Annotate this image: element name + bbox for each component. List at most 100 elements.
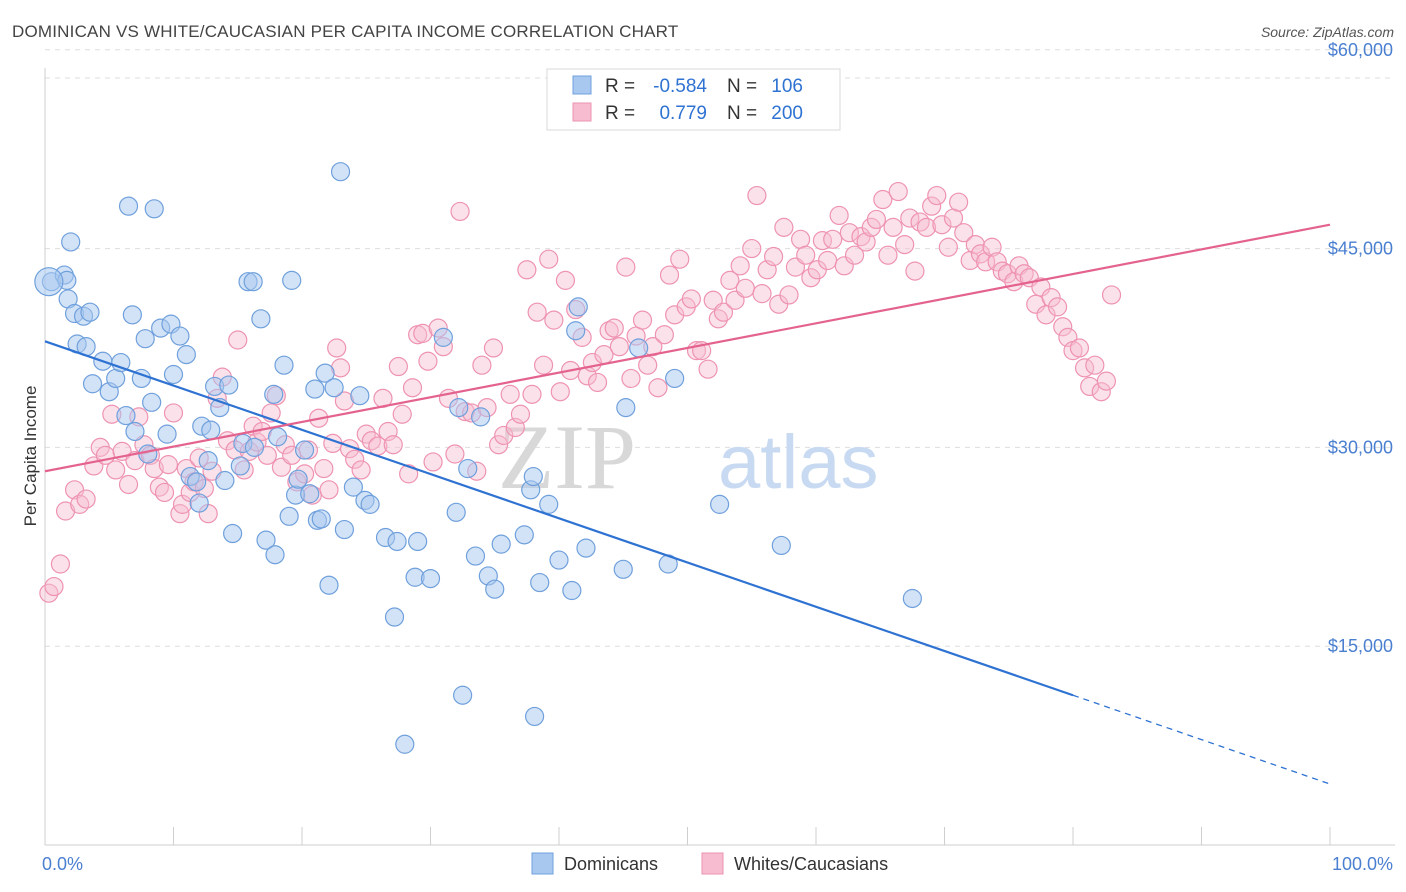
ticks-layer: $15,000 $30,000 $45,000 $60,000 0.0% 100.0%: [42, 40, 1393, 874]
data-point-dominicans: [902, 588, 922, 609]
data-point-whites: [76, 489, 96, 509]
data-point-whites: [494, 425, 514, 446]
data-point-whites: [154, 482, 175, 503]
data-point-whites: [527, 302, 547, 322]
data-point-dominicans: [613, 559, 633, 579]
data-point-dominicans: [219, 375, 239, 395]
watermark: ZIP atlas: [498, 406, 879, 508]
data-point-dominicans: [34, 267, 64, 297]
data-point-whites: [445, 444, 465, 464]
bottom-legend-label-dominicans: Dominicans: [564, 854, 658, 874]
data-point-whites: [873, 189, 893, 210]
data-point-dominicans: [288, 469, 308, 489]
data-point-whites: [1053, 317, 1073, 337]
bottom-legend: Dominicans Whites/Caucasians: [531, 852, 888, 875]
data-point-whites: [905, 261, 925, 281]
data-point-dominicans: [256, 530, 276, 550]
data-point-whites: [883, 217, 903, 237]
data-point-whites: [878, 245, 898, 265]
data-point-whites: [158, 455, 178, 475]
data-point-whites: [402, 378, 423, 398]
legend-frame: [546, 68, 841, 131]
data-point-dominicans: [449, 398, 469, 418]
data-point-whites: [388, 356, 408, 377]
data-point-dominicans: [142, 392, 162, 412]
data-point-dominicans: [201, 420, 221, 440]
trend-line-dominicans-extension: [1072, 694, 1331, 785]
data-point-whites: [55, 501, 76, 521]
data-point-whites: [489, 435, 509, 455]
data-point-whites: [763, 246, 784, 267]
data-point-whites: [730, 256, 750, 276]
data-point-dominicans: [122, 305, 142, 325]
data-point-dominicans: [305, 379, 325, 399]
data-point-dominicans: [244, 437, 265, 457]
bottom-legend-swatch-whites: [701, 852, 724, 875]
data-point-whites: [522, 384, 542, 404]
data-point-whites: [632, 310, 653, 330]
data-point-whites: [708, 309, 728, 329]
data-point-whites: [654, 325, 674, 345]
data-point-dominicans: [300, 484, 320, 504]
data-point-whites: [747, 185, 767, 206]
data-point-whites: [118, 474, 139, 495]
data-point-dominicans: [279, 506, 299, 526]
data-point-whites: [44, 576, 64, 597]
data-point-dominicans: [294, 440, 315, 460]
data-point-whites: [228, 330, 248, 350]
data-point-whites: [856, 232, 876, 252]
data-point-dominicans: [125, 421, 145, 442]
data-point-dominicans: [267, 427, 288, 447]
data-point-dominicans: [568, 297, 588, 317]
series-whites-caucasians-points: [39, 181, 1122, 603]
data-point-dominicans: [82, 374, 103, 394]
data-point-dominicans: [230, 456, 250, 476]
axis-layer: [44, 68, 1395, 846]
data-point-dominicans: [116, 405, 136, 426]
data-point-dominicans: [315, 363, 335, 383]
legend-swatch-dominicans: [572, 75, 592, 95]
data-point-whites: [665, 305, 685, 325]
data-point-whites: [345, 449, 365, 469]
data-point-whites: [70, 494, 90, 514]
legend-n-value-1: 106: [771, 76, 803, 97]
data-point-whites: [866, 209, 886, 230]
data-point-whites: [423, 452, 443, 472]
data-point-whites: [742, 238, 762, 259]
bottom-legend-label-whites: Whites/Caucasians: [734, 854, 888, 874]
data-point-dominicans: [539, 494, 559, 514]
data-point-dominicans: [80, 302, 100, 322]
data-point-dominicans: [251, 309, 271, 329]
data-point-whites: [698, 359, 718, 379]
data-point-whites: [916, 217, 937, 237]
data-point-dominicans: [176, 345, 196, 365]
data-point-whites: [1085, 355, 1105, 375]
data-point-whites: [149, 477, 169, 497]
data-point-whites: [790, 229, 811, 249]
data-point-dominicans: [61, 232, 81, 252]
data-point-dominicans: [330, 162, 351, 182]
chart-source: Source: ZipAtlas.com: [1260, 24, 1394, 40]
data-point-whites: [1036, 305, 1056, 325]
data-point-dominicans: [198, 451, 218, 471]
data-point-whites: [735, 278, 755, 298]
data-point-dominicans: [360, 494, 380, 514]
data-point-whites: [922, 196, 942, 216]
data-point-dominicans: [319, 575, 339, 595]
data-point-dominicans: [334, 519, 355, 540]
data-point-dominicans: [485, 579, 505, 599]
data-point-dominicans: [549, 550, 569, 570]
data-point-dominicans: [384, 607, 405, 627]
data-point-whites: [829, 205, 849, 226]
data-point-dominicans: [446, 502, 466, 522]
data-point-dominicans: [562, 580, 582, 601]
legend-n-value-2: 200: [771, 103, 803, 124]
y-tick-label: $60,000: [1328, 40, 1393, 60]
data-point-whites: [533, 355, 554, 375]
data-point-dominicans: [264, 384, 284, 404]
data-point-whites: [839, 223, 860, 243]
data-point-whites: [888, 181, 908, 202]
data-point-whites: [1069, 338, 1090, 358]
data-point-dominicans: [106, 368, 126, 389]
data-point-dominicans: [135, 329, 155, 349]
